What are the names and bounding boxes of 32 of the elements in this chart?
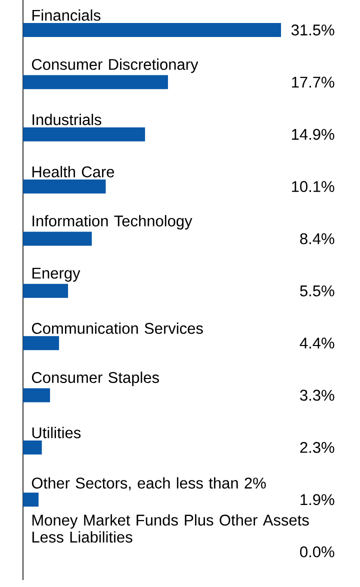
data-label: 1.9% <box>300 494 334 506</box>
data-label: 2.3% <box>300 442 334 453</box>
y-tick-label: Other Sectors, each less than 2% <box>32 477 266 490</box>
bar <box>23 180 106 194</box>
bar <box>23 127 146 142</box>
data-label: 5.5% <box>300 285 334 296</box>
y-tick-label: Consumer Staples <box>32 372 159 386</box>
bar <box>23 336 60 350</box>
bar <box>23 492 39 507</box>
bar <box>23 388 50 402</box>
y-tick-label: Energy <box>32 268 80 282</box>
y-tick-label: Communication Services <box>32 322 203 334</box>
bar <box>23 23 281 37</box>
bar <box>23 75 168 90</box>
y-tick-label: Money Market Funds Plus Other Assets Less Liabilities <box>32 514 309 543</box>
y-tick-label: Industrials <box>32 114 102 126</box>
y-tick-label: Utilities <box>32 426 81 438</box>
data-label: 17.7% <box>292 76 334 88</box>
data-label: 8.4% <box>300 233 334 244</box>
data-label: 3.3% <box>300 390 334 401</box>
data-label: 4.4% <box>300 338 334 349</box>
bar <box>23 232 92 246</box>
y-tick-label: Consumer Discretionary <box>32 58 198 73</box>
y-tick-label: Financials <box>32 9 100 21</box>
y-tick-label: Health Care <box>32 166 114 178</box>
data-label: 31.5% <box>291 24 334 36</box>
data-label: 10.1% <box>292 181 334 192</box>
data-label: 0.0% <box>300 546 334 558</box>
data-label: 14.9% <box>292 128 334 140</box>
bar <box>23 440 42 454</box>
y-tick-label: Information Technology <box>32 215 192 230</box>
bar <box>23 284 68 298</box>
